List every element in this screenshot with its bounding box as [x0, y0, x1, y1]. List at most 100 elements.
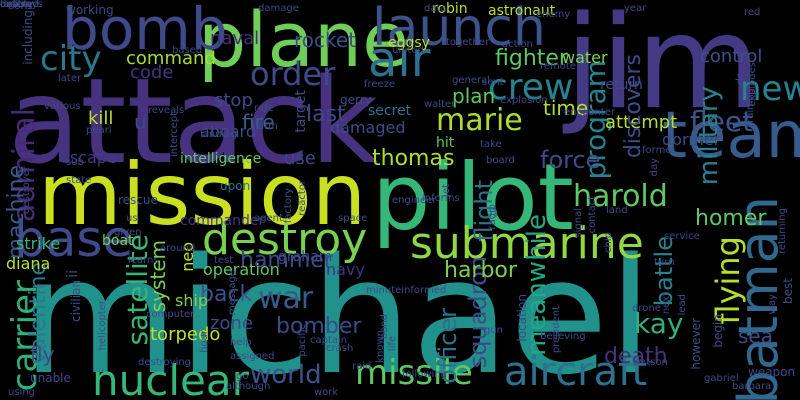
cloud-word: damage [258, 3, 299, 14]
cloud-word: thomas [372, 146, 455, 171]
cloud-word: space [338, 213, 368, 224]
cloud-word: dormer [662, 130, 721, 149]
cloud-word: commander [180, 213, 265, 229]
cloud-word: intercept [169, 112, 180, 157]
cloud-word: general [452, 75, 491, 86]
cloud-word: robin [432, 1, 468, 17]
cloud-word: rescue [118, 193, 158, 207]
cloud-word: signal [573, 208, 584, 238]
cloud-word: command [126, 48, 216, 69]
cloud-word: explosion [500, 95, 548, 106]
cloud-word: computer [146, 309, 195, 320]
cloud-word: gabriel [704, 373, 739, 384]
cloud-word: message [227, 270, 238, 315]
cloud-word: use [284, 148, 316, 169]
cloud-word: u [134, 110, 147, 134]
cloud-word: drone [632, 303, 661, 314]
cloud-word: ii [65, 270, 81, 278]
cloud-word: torpedo [150, 324, 221, 345]
cloud-word: hammer [240, 248, 333, 273]
cloud-word: air [368, 32, 431, 88]
cloud-word: stop [214, 90, 253, 111]
cloud-word: fleet [690, 105, 754, 138]
cloud-word: flying [709, 236, 747, 325]
cloud-word: destroying [138, 357, 192, 368]
cloud-word: jet [441, 184, 452, 197]
cloud-word: day [649, 158, 660, 177]
cloud-word: way [767, 294, 778, 315]
cloud-word: various [44, 101, 81, 112]
cloud-word: barbara [732, 381, 772, 392]
cloud-word: sub [66, 157, 84, 168]
cloud-word: plan [452, 84, 496, 108]
cloud-word: enemy [536, 9, 571, 20]
cloud-word: kay [634, 307, 684, 340]
cloud-word: weapon [748, 365, 796, 379]
cloud-word: location [515, 294, 529, 342]
cloud-word: following [402, 369, 447, 380]
cloud-word: rafe [254, 103, 274, 114]
cloud-word: world [250, 360, 322, 390]
cloud-word: naval [210, 28, 260, 49]
cloud-word: attempt [605, 112, 678, 133]
cloud-word: returning [777, 208, 788, 255]
cloud-word: test [214, 255, 234, 266]
cloud-word: strike [16, 234, 61, 253]
cloud-word: help [230, 337, 252, 348]
cloud-word: anti [0, 0, 20, 10]
cloud-word: chip [603, 232, 614, 253]
cloud-word: lead [677, 294, 688, 316]
cloud-word: marie [436, 103, 523, 138]
cloud-word: us [126, 213, 138, 224]
cloud-word: crash [326, 343, 354, 354]
cloud-word: go [236, 371, 249, 382]
cloud-word: however [689, 318, 703, 370]
cloud-word: city [40, 39, 102, 79]
cloud-word: back [200, 282, 253, 307]
cloud-word: eggsy [388, 35, 430, 51]
cloud-word: bomb [62, 0, 228, 63]
cloud-word: death [604, 344, 668, 369]
cloud-word: hit [436, 135, 455, 151]
cloud-word: zone [210, 313, 253, 334]
cloud-word: minuteinformed [366, 285, 447, 296]
cloud-word: using [8, 387, 36, 398]
cloud-word: gun [484, 325, 504, 336]
cloud-word: action [502, 39, 533, 50]
cloud-word: begin [711, 314, 725, 348]
cloud-word: life [387, 336, 398, 352]
cloud-word: data [424, 3, 447, 14]
cloud-word: discovers [621, 54, 646, 159]
cloud-word: base [14, 210, 134, 268]
cloud-word: reveals [148, 105, 185, 116]
cloud-word: hour [199, 330, 210, 353]
cloud-word: destroyer [21, 166, 32, 214]
cloud-word: target [293, 90, 309, 133]
cloud-word: gerry [340, 93, 372, 107]
cloud-word: time [543, 96, 589, 120]
cloud-word: last [306, 102, 346, 127]
cloud-word: state [66, 175, 92, 186]
cloud-word: operation [203, 260, 280, 279]
cloud-word: captain [310, 335, 348, 346]
cloud-word: board [486, 155, 515, 166]
cloud-word: walter [424, 99, 456, 110]
cloud-word: sent [482, 77, 504, 88]
cloud-word: jim [565, 0, 761, 138]
cloud-word: control [700, 46, 763, 67]
cloud-word: informs [422, 193, 460, 204]
cloud-word: michael [22, 223, 653, 400]
cloud-word: later [58, 73, 82, 84]
cloud-word: bomber [276, 314, 362, 339]
cloud-word: facility [0, 0, 34, 10]
cloud-word: although [226, 381, 271, 392]
cloud-word: land [606, 205, 628, 216]
cloud-word: sea [738, 324, 773, 348]
cloud-word: landing [200, 129, 238, 140]
cloud-word: attack [8, 52, 379, 190]
cloud-word: aircraft [504, 349, 648, 395]
cloud-word: code [130, 62, 174, 83]
cloud-word: agent [254, 213, 283, 224]
cloud-word: pilot [372, 144, 574, 251]
